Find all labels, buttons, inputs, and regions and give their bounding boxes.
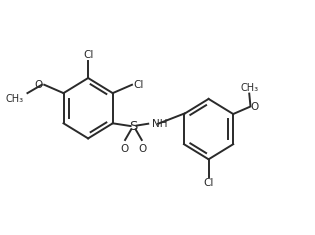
Text: O: O (139, 144, 147, 154)
Text: CH₃: CH₃ (5, 94, 23, 104)
Text: Cl: Cl (203, 178, 214, 188)
Text: O: O (34, 80, 43, 90)
Text: Cl: Cl (134, 80, 144, 90)
Text: CH₃: CH₃ (240, 83, 258, 93)
Text: Cl: Cl (83, 50, 93, 60)
Text: O: O (120, 144, 128, 154)
Text: NH: NH (152, 119, 168, 129)
Text: O: O (250, 102, 259, 112)
Text: S: S (129, 120, 138, 133)
